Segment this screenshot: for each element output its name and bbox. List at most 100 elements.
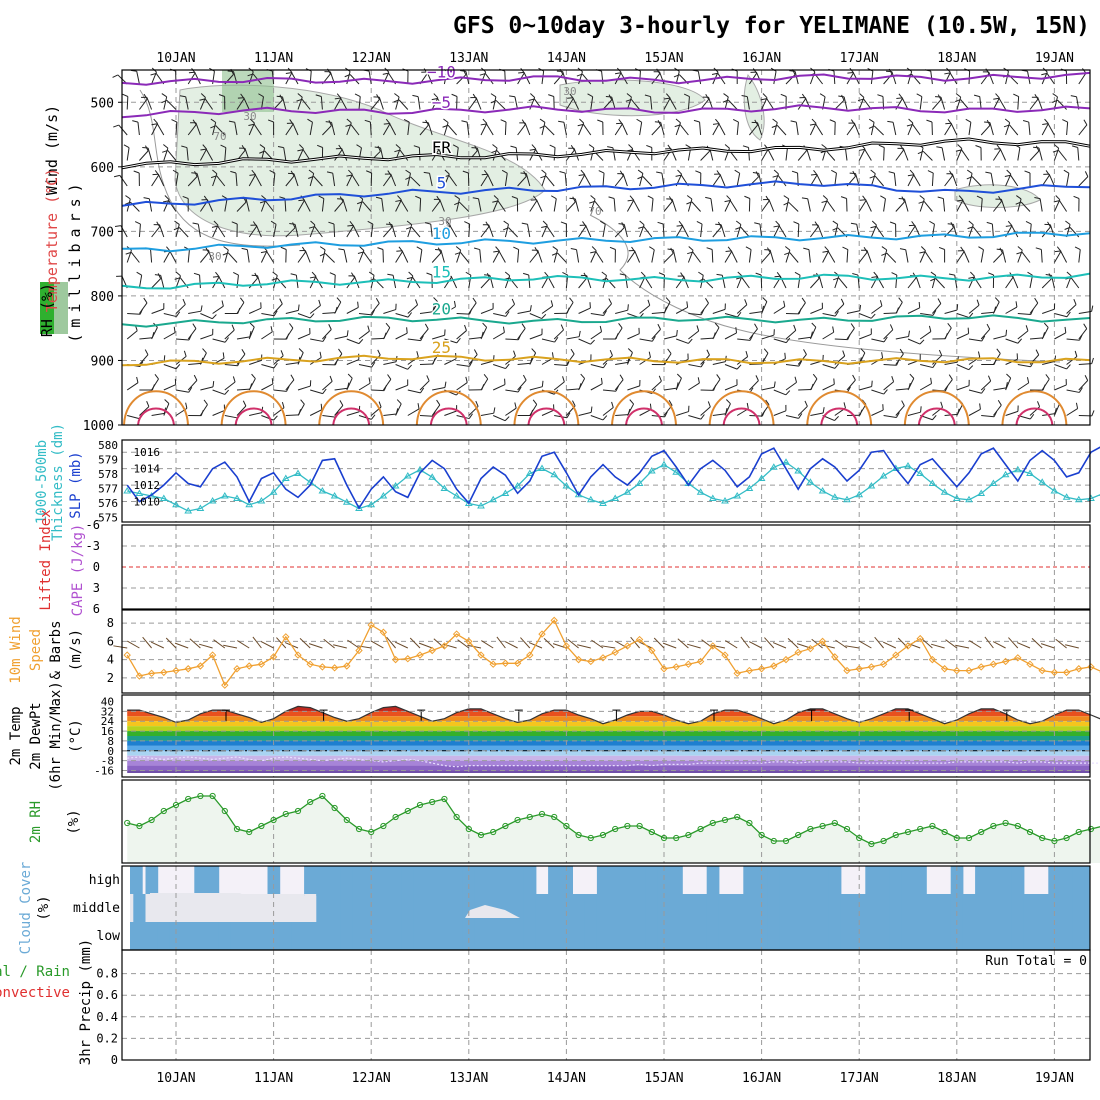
cloud-high-block — [377, 866, 390, 896]
wind-barb — [175, 173, 179, 187]
precip-tick-0: 0 — [111, 1053, 118, 1067]
wind-barb — [236, 353, 246, 365]
temp2m-label-4: (°C) — [68, 719, 84, 753]
wind-barb-flag — [732, 119, 739, 123]
boundary-layer-contour — [318, 390, 385, 426]
wind-barb-flag — [285, 72, 292, 75]
thickness-point — [952, 494, 961, 501]
boundary-layer-contour — [611, 390, 677, 426]
wind-barb — [663, 252, 674, 263]
wind-barb — [834, 224, 839, 238]
wind-barb — [324, 253, 335, 263]
rh-point — [563, 822, 570, 830]
wind-barb — [1042, 360, 1055, 365]
wind-barb — [1029, 224, 1032, 238]
wind-barb-flag — [657, 120, 662, 126]
cloud-cover-label: Cloud Cover — [18, 862, 34, 955]
wind-barb-flag — [801, 297, 806, 304]
wind-barb — [212, 338, 226, 343]
wind-barb — [651, 198, 654, 212]
wind-barb-flag — [810, 173, 817, 176]
thickness-point — [940, 488, 949, 495]
wind-barb-flag — [200, 93, 206, 98]
wind-barb — [167, 150, 177, 161]
wind-barb-flag — [453, 300, 456, 307]
wind-barb-flag — [479, 73, 486, 76]
wind-speed-point — [538, 630, 546, 638]
wind-barb — [663, 201, 673, 212]
cloud-middle-block — [133, 894, 146, 922]
wind-barb — [919, 331, 932, 340]
cloud-middle-block — [1084, 894, 1090, 922]
wind-barb-flag — [887, 120, 894, 123]
wind-barb-flag — [1062, 119, 1068, 123]
wind-barb — [314, 226, 323, 238]
cloud-high-block — [548, 866, 561, 896]
wind-barb-flag — [968, 220, 974, 226]
wind-barb-flag — [1064, 326, 1067, 333]
wind-barb-flag — [412, 94, 419, 98]
wind-barb — [137, 122, 140, 136]
wind-barb-flag — [706, 349, 710, 356]
wind-barb-flag — [290, 273, 297, 276]
rh-point — [795, 831, 802, 839]
wind-barb-flag — [230, 170, 237, 174]
wind-barb-flag — [307, 118, 313, 123]
rh-legend-swatch-light — [54, 282, 68, 334]
bottom-date-10JAN: 10JAN — [156, 1071, 195, 1086]
wind-barb — [777, 175, 787, 187]
wind-barb — [627, 385, 640, 391]
cloud-low-block — [792, 922, 805, 950]
wind-barb-flag — [570, 247, 577, 251]
cloud-middle-block — [877, 894, 891, 922]
wind-barb — [332, 173, 336, 187]
wind-barb — [159, 224, 165, 238]
wind-barb — [1005, 277, 1014, 289]
wind-barb — [614, 123, 623, 136]
rh-point — [209, 792, 216, 800]
wind-barb-flag — [385, 322, 391, 328]
wind-barb — [395, 403, 402, 416]
wind-barb — [932, 99, 942, 110]
wind-barb — [175, 389, 189, 393]
rh-point — [953, 834, 960, 842]
wind-barb — [1078, 380, 1089, 391]
wind-barb — [541, 122, 546, 136]
wind-barb-flag — [1074, 246, 1081, 251]
wind-barb-flag — [1072, 145, 1078, 149]
wind-barb-flag — [455, 246, 462, 251]
wind-barb-flag — [1017, 338, 1023, 344]
wind-barb — [748, 147, 750, 161]
li-tick-0: 0 — [93, 560, 100, 574]
wind-barb — [514, 96, 519, 110]
wind-barb-flag — [590, 406, 593, 413]
wind-barb-flag — [676, 224, 683, 227]
wind-barb — [1005, 122, 1011, 136]
thickness-point — [269, 488, 278, 495]
rh-contour-label: 30 — [563, 85, 576, 98]
cloud-low-block — [999, 922, 1013, 950]
wind-barb — [711, 249, 714, 263]
wind-speed-point — [245, 662, 253, 670]
wind-barb-10m — [126, 640, 140, 649]
wind-speed-point — [623, 642, 632, 650]
wind-barb — [944, 327, 952, 340]
wind-barb-10m — [930, 643, 945, 649]
cloud-middle-block — [1036, 894, 1049, 922]
wind-barb-flag — [832, 326, 835, 333]
wind-speed-point — [330, 664, 339, 672]
wind-barb-flag — [173, 227, 180, 231]
wind-barb — [846, 328, 855, 340]
rh-point — [587, 834, 594, 842]
wind-barb — [1005, 377, 1012, 391]
thickness-point — [428, 473, 437, 480]
rh-point — [856, 834, 863, 842]
wind-barb-flag — [1043, 322, 1049, 328]
wind-barb — [895, 405, 905, 416]
thickness-point — [440, 484, 449, 491]
wind-barb — [639, 122, 643, 136]
wind-speed-point — [965, 666, 973, 675]
wind-barb-flag — [821, 144, 827, 149]
wind-barb — [525, 173, 531, 187]
cloud-low-block — [584, 922, 598, 950]
